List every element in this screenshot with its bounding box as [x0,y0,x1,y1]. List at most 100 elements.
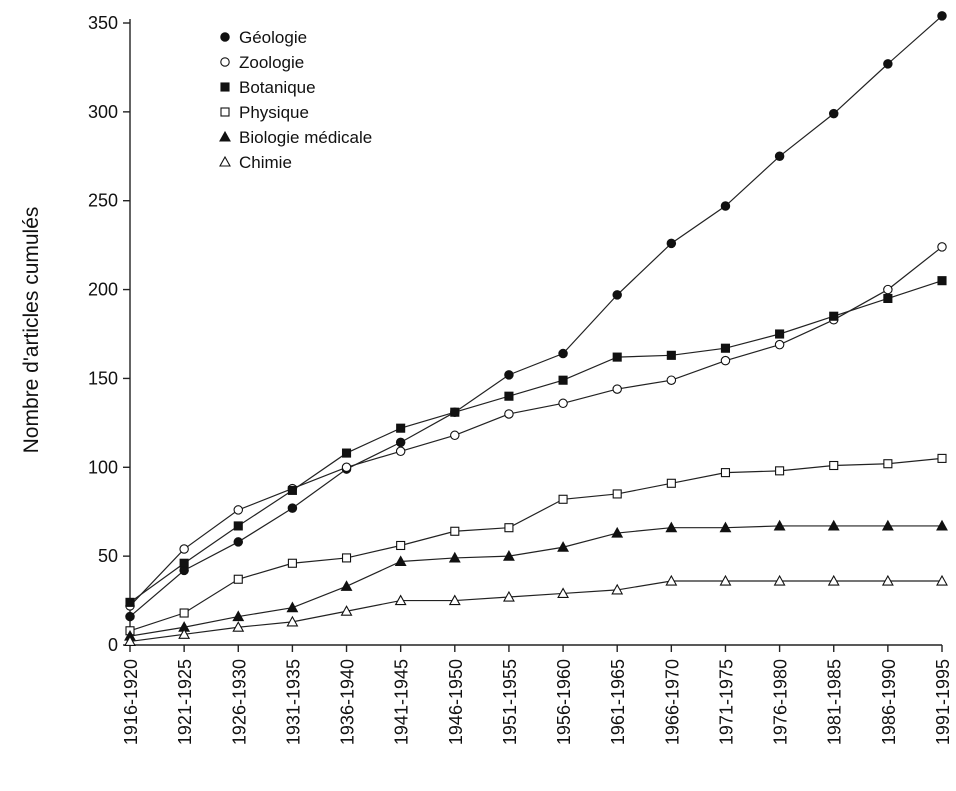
data-point [558,494,568,504]
data-point [612,352,622,362]
data-point [232,621,245,632]
series-line [129,15,943,618]
data-point [719,521,732,533]
data-point [340,580,353,591]
data-point [773,574,786,586]
series-5 [124,574,948,646]
data-point [612,489,622,499]
legend-item: Chimie [219,153,292,172]
data-point [448,551,461,563]
data-point [286,615,299,627]
x-tick-label: 1981-1985 [825,659,845,745]
x-tick-label: 1921-1925 [175,659,195,745]
x-tick-label: 1986-1990 [879,659,899,745]
data-point [936,519,948,531]
data-point [665,521,678,533]
legend-label: Chimie [239,153,292,172]
data-point [504,391,514,401]
x-tick-label: 1936-1940 [338,659,358,745]
data-point [883,459,893,469]
legend-item: Zoologie [220,53,304,72]
data-point [558,375,568,385]
y-axis-label: Nombre d'articles cumulés [20,207,43,454]
data-point [450,407,460,417]
data-point [287,485,297,495]
data-point [450,430,460,441]
data-point [719,574,732,586]
data-point [881,574,894,586]
data-point [504,409,514,419]
y-tick-label: 200 [88,280,118,300]
data-point [287,503,298,513]
data-point [448,594,461,606]
data-point [558,398,568,409]
data-point [774,151,785,162]
data-point [829,311,839,321]
data-point [341,553,352,563]
data-point [774,339,785,350]
data-point [233,537,244,547]
data-point [179,608,189,618]
x-tick-label: 1971-1975 [716,659,736,745]
data-point [611,526,624,538]
legend-marker [220,32,230,42]
x-tick-label: 1966-1970 [662,659,682,745]
legend-marker [220,82,230,92]
legend-label: Physique [239,103,309,122]
data-point [396,423,406,433]
data-point [937,276,947,286]
series-line [129,525,942,637]
y-tick-label: 50 [98,546,118,566]
data-point [504,370,514,380]
data-point [557,587,570,599]
y-tick-label: 300 [88,102,118,122]
data-point [233,574,243,584]
data-point [557,541,570,552]
data-point [883,284,893,295]
data-point [394,594,407,606]
legend: Géologie Zoologie Botanique Physique Biologi… [219,28,372,172]
data-point [502,550,515,561]
data-point [666,375,677,385]
data-point [775,329,785,339]
data-point [666,478,676,488]
y-tick-label: 100 [88,457,118,477]
data-point [937,11,947,21]
data-point [558,348,568,359]
data-point [827,574,840,586]
data-point [125,611,135,622]
legend-marker [220,107,230,117]
x-tick-label: 1976-1980 [771,659,791,745]
series-line [129,580,942,643]
x-tick-label: 1931-1935 [283,659,303,745]
data-point [937,242,947,252]
data-point [395,437,406,448]
data-point [394,555,407,567]
data-point [179,558,189,568]
data-point [720,201,731,211]
data-point [612,384,622,394]
data-point [883,293,893,304]
data-point [233,521,243,531]
data-point [936,574,948,586]
series-4 [124,519,948,641]
data-point [125,597,135,607]
data-point [937,453,947,463]
data-point [396,540,406,551]
legend-label: Géologie [239,28,307,47]
legend-item: Botanique [220,78,316,97]
data-point [179,544,189,554]
legend-item: Physique [220,103,309,122]
data-point [773,519,786,531]
data-point [124,635,136,646]
x-tick-label: 1946-1950 [446,659,466,745]
series-line [129,246,943,607]
x-tick-label: 1951-1955 [500,659,520,745]
data-point [720,343,731,353]
data-point [612,290,622,300]
x-tick-label: 1991-1995 [933,659,953,745]
x-tick-label: 1956-1960 [554,659,574,745]
data-point [340,605,353,616]
data-point [828,108,839,119]
